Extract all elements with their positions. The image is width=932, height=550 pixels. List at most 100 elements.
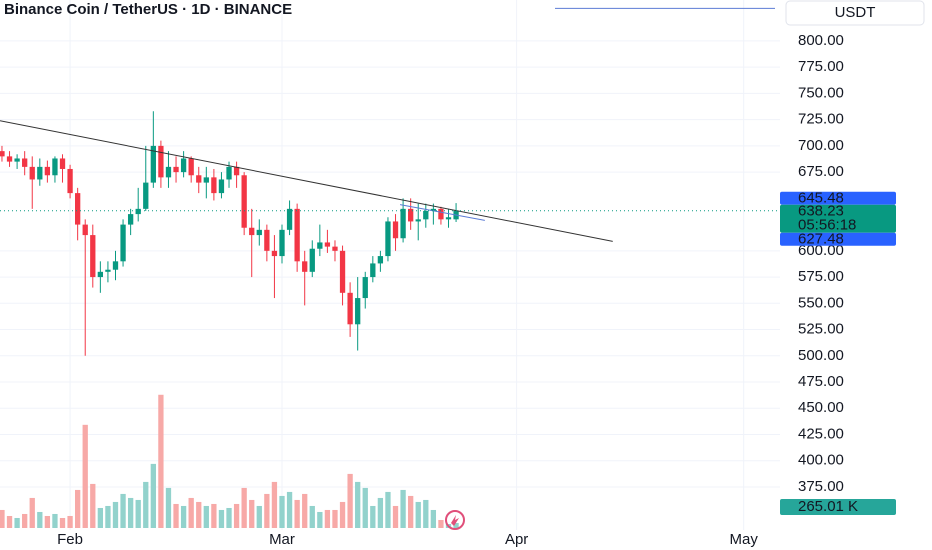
candle-body	[279, 229, 285, 257]
candle-body	[173, 166, 179, 173]
volume-bar	[112, 501, 119, 528]
y-tick-label: 500.00	[798, 347, 844, 364]
candle-body	[127, 214, 134, 225]
candle-body	[44, 166, 51, 176]
volume-bar	[241, 487, 247, 528]
volume-bar	[127, 497, 134, 528]
candle-body	[67, 168, 73, 194]
volume-bar	[347, 473, 353, 528]
high-tag	[780, 191, 896, 205]
currency[interactable]: USDT	[835, 4, 876, 21]
candle-body	[226, 166, 232, 180]
x-tick-label: Mar	[269, 531, 295, 548]
candle-body	[332, 246, 338, 251]
volume-bar	[294, 499, 300, 528]
candle-body	[59, 158, 66, 169]
low-label: 627.48	[798, 231, 844, 248]
y-tick-label: 675.00	[798, 163, 844, 180]
volume-bar	[339, 501, 346, 528]
volume-bar	[165, 487, 172, 528]
volume-bar	[203, 505, 209, 528]
volume-bar	[286, 491, 293, 528]
volume-bar	[188, 497, 194, 528]
volume-bar	[415, 501, 421, 528]
candle-body	[218, 179, 225, 194]
volume-bar	[82, 424, 88, 528]
volume-bar	[249, 499, 255, 528]
volume-bar	[22, 513, 28, 528]
candle-body	[256, 229, 262, 236]
volume-bar	[120, 493, 126, 528]
candle-body	[14, 158, 20, 162]
volume-bar	[14, 517, 20, 528]
volume-bar	[453, 522, 459, 528]
volume-bar	[105, 505, 111, 528]
volume-bar	[377, 497, 384, 528]
candle-body	[241, 175, 247, 228]
candle-body	[52, 158, 58, 176]
candle-body	[309, 248, 315, 272]
volume-bar	[0, 509, 5, 528]
volume-bar	[400, 489, 406, 528]
candle-body	[211, 177, 217, 194]
candle-body	[324, 242, 331, 247]
volume-bar	[143, 481, 149, 528]
candle-body	[188, 158, 194, 176]
y-tick-label: 725.00	[798, 111, 844, 128]
y-tick-label: 775.00	[798, 58, 844, 75]
candle-body	[196, 175, 202, 183]
candle-body	[339, 250, 346, 293]
candle-body	[112, 261, 119, 270]
candle-body	[286, 208, 293, 230]
volume-bar	[52, 513, 58, 528]
volume-bar	[233, 503, 240, 528]
y-tick-label: 550.00	[798, 294, 844, 311]
y-tick-label: 525.00	[798, 321, 844, 338]
volume-bar	[408, 495, 414, 528]
volume-bar	[423, 499, 429, 528]
currency-box[interactable]	[785, 0, 925, 26]
candle-body	[82, 224, 88, 236]
volume-bar	[150, 463, 156, 528]
volume-bar	[158, 394, 164, 528]
volume-bar	[44, 515, 51, 528]
candle-body	[377, 256, 384, 264]
candle-body	[355, 298, 361, 325]
candle-body	[392, 221, 399, 239]
trend-line	[0, 120, 613, 242]
candle-body	[105, 269, 111, 272]
y-tick-label: 450.00	[798, 399, 844, 416]
candle-body	[249, 227, 255, 236]
volume-bar	[211, 503, 217, 528]
volume-bar	[392, 505, 399, 528]
volume-bar	[370, 505, 376, 528]
candle-body	[75, 193, 81, 225]
low-tag	[780, 232, 896, 246]
volume-bar	[67, 515, 73, 528]
volume-bar	[256, 505, 262, 528]
candle-body	[29, 166, 35, 180]
volume-bar	[302, 493, 308, 528]
x-tick-label: Feb	[57, 531, 83, 548]
volume-bar	[180, 505, 187, 528]
x-tick-label: May	[729, 531, 758, 548]
y-tick-label: 400.00	[798, 452, 844, 469]
candle-body	[415, 219, 421, 222]
volume-bar	[264, 493, 270, 528]
candle-body	[143, 182, 149, 209]
candle-body	[271, 250, 278, 257]
volume-bar	[430, 509, 437, 528]
candle-body	[445, 217, 452, 220]
volume-bar	[362, 487, 368, 528]
volume-bar	[37, 511, 43, 528]
price-tag	[780, 204, 896, 233]
volume-bar	[218, 509, 225, 528]
candle-body	[347, 292, 353, 325]
candle-body	[400, 208, 406, 239]
candle-body	[423, 210, 429, 220]
volume-bar	[438, 519, 444, 528]
candle-body	[0, 151, 5, 157]
volume-bar	[173, 503, 179, 528]
x-tick-label: Apr	[505, 531, 528, 548]
